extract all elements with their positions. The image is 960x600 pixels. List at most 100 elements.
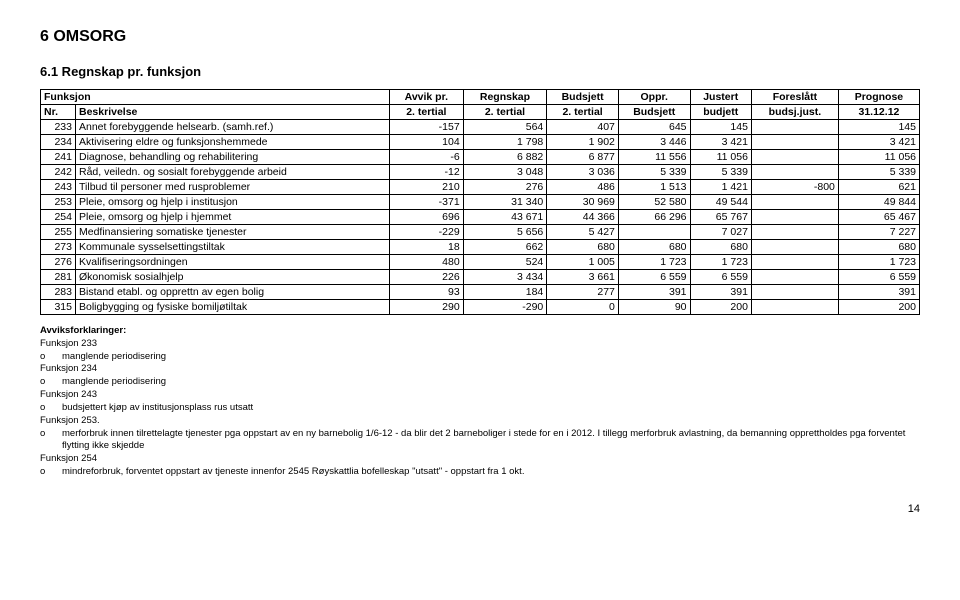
cell-value: 104 [390,135,464,150]
cell-value: 621 [838,180,919,195]
col-nr: Nr. [41,105,76,120]
col-budsjett: Budsjett [547,90,619,105]
cell-value: 391 [838,285,919,300]
cell-value: 276 [463,180,547,195]
cell-desc: Medfinansiering somatiske tjenester [76,225,390,240]
cell-value: 44 366 [547,210,619,225]
cell-value: 5 427 [547,225,619,240]
cell-value: 145 [690,120,751,135]
note-text: budsjettert kjøp av institusjonsplass ru… [62,402,253,413]
cell-desc: Diagnose, behandling og rehabilitering [76,150,390,165]
cell-value: 90 [618,300,690,315]
cell-value: 6 559 [618,270,690,285]
col-justert: Justert [690,90,751,105]
cell-value: 65 767 [690,210,751,225]
cell-value: 3 036 [547,165,619,180]
cell-nr: 273 [41,240,76,255]
cell-nr: 283 [41,285,76,300]
cell-nr: 254 [41,210,76,225]
cell-value: 3 048 [463,165,547,180]
col-prognose: Prognose [838,90,919,105]
cell-value: 200 [690,300,751,315]
cell-desc: Pleie, omsorg og hjelp i hjemmet [76,210,390,225]
cell-value: -800 [751,180,838,195]
cell-desc: Tilbud til personer med rusproblemer [76,180,390,195]
table-row: 283Bistand etabl. og opprettn av egen bo… [41,285,920,300]
col-justert-sub: budjett [690,105,751,120]
notes-title: Avviksforklaringer: [40,325,920,338]
col-avvik: Avvik pr. [390,90,464,105]
col-beskrivelse: Beskrivelse [76,105,390,120]
cell-value: 18 [390,240,464,255]
cell-value: 5 656 [463,225,547,240]
cell-value [751,135,838,150]
cell-value: 65 467 [838,210,919,225]
cell-desc: Annet forebyggende helsearb. (samh.ref.) [76,120,390,135]
cell-value: 6 882 [463,150,547,165]
cell-value: 200 [838,300,919,315]
cell-nr: 255 [41,225,76,240]
table-header-row-2: Nr. Beskrivelse 2. tertial 2. tertial 2.… [41,105,920,120]
cell-value: 3 661 [547,270,619,285]
cell-desc: Bistand etabl. og opprettn av egen bolig [76,285,390,300]
col-avvik-sub: 2. tertial [390,105,464,120]
cell-value: 1 798 [463,135,547,150]
cell-value: 49 544 [690,195,751,210]
cell-nr: 242 [41,165,76,180]
bullet-icon: o [40,376,62,389]
cell-value: -290 [463,300,547,315]
cell-value: 564 [463,120,547,135]
col-regnskap: Regnskap [463,90,547,105]
col-foreslatt-sub: budsj.just. [751,105,838,120]
cell-value: 1 421 [690,180,751,195]
notes-section: Avviksforklaringer: Funksjon 233omanglen… [40,325,920,479]
cell-nr: 234 [41,135,76,150]
cell-value [751,120,838,135]
cell-value: 6 559 [690,270,751,285]
cell-nr: 233 [41,120,76,135]
cell-value: 49 844 [838,195,919,210]
table-row: 233Annet forebyggende helsearb. (samh.re… [41,120,920,135]
cell-value: 11 056 [838,150,919,165]
cell-value: 7 227 [838,225,919,240]
table-row: 315Boligbygging og fysiske bomiljøtiltak… [41,300,920,315]
bullet-icon: o [40,428,62,441]
cell-value: -12 [390,165,464,180]
regnskap-table: Funksjon Avvik pr. Regnskap Budsjett Opp… [40,89,920,315]
cell-nr: 276 [41,255,76,270]
page-number: 14 [40,503,920,515]
cell-value: 5 339 [690,165,751,180]
note-heading: Funksjon 254 [40,453,920,466]
cell-value: 0 [547,300,619,315]
cell-value: 3 421 [690,135,751,150]
note-item: obudsjettert kjøp av institusjonsplass r… [40,402,920,415]
table-row: 234Aktivisering eldre og funksjonshemmed… [41,135,920,150]
cell-value: 6 559 [838,270,919,285]
bullet-icon: o [40,402,62,415]
cell-value [751,210,838,225]
table-header-row-1: Funksjon Avvik pr. Regnskap Budsjett Opp… [41,90,920,105]
col-funksjon: Funksjon [41,90,390,105]
cell-value: 52 580 [618,195,690,210]
cell-value: 277 [547,285,619,300]
cell-value: 145 [838,120,919,135]
table-row: 276Kvalifiseringsordningen4805241 0051 7… [41,255,920,270]
cell-value: 680 [547,240,619,255]
section-title: 6.1 Regnskap pr. funksjon [40,64,920,79]
cell-value: 6 877 [547,150,619,165]
cell-value: 93 [390,285,464,300]
col-oppr: Oppr. [618,90,690,105]
cell-value: 480 [390,255,464,270]
cell-value: 226 [390,270,464,285]
cell-value: 662 [463,240,547,255]
cell-nr: 241 [41,150,76,165]
cell-value: -229 [390,225,464,240]
page-title: 6 OMSORG [40,28,920,46]
bullet-icon: o [40,466,62,479]
cell-desc: Råd, veiledn. og sosialt forebyggende ar… [76,165,390,180]
cell-value: 680 [690,240,751,255]
cell-value: 391 [690,285,751,300]
cell-value [751,285,838,300]
cell-value: 290 [390,300,464,315]
note-heading: Funksjon 243 [40,389,920,402]
